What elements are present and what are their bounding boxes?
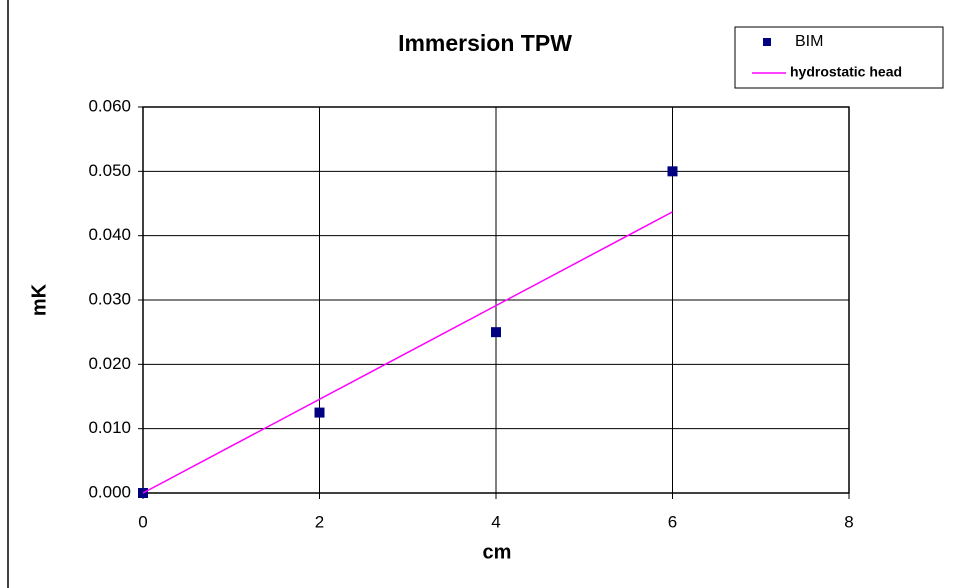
legend-marker <box>763 38 771 46</box>
legend-box <box>734 26 944 89</box>
data-point <box>491 327 501 338</box>
y-tick-label: 0.010 <box>88 418 131 437</box>
data-point <box>314 407 325 418</box>
legend-label: hydrostatic head <box>790 64 902 80</box>
y-tick-label: 0.000 <box>88 482 131 501</box>
data-point <box>667 166 678 177</box>
y-tick-label: 0.040 <box>88 225 131 244</box>
y-axis-label: mK <box>28 283 50 316</box>
y-tick-label: 0.050 <box>88 161 131 180</box>
y-tick-label: 0.020 <box>88 354 131 373</box>
x-tick-label: 6 <box>668 512 677 531</box>
chart-title: Immersion TPW <box>398 30 572 56</box>
x-tick-label: 4 <box>491 512 500 531</box>
x-tick-label: 0 <box>138 512 147 531</box>
y-tick-label: 0.030 <box>88 289 131 308</box>
y-tick-label: 0.060 <box>88 96 131 115</box>
plot-area <box>142 106 850 494</box>
x-tick-label: 8 <box>844 512 853 531</box>
x-tick-label: 2 <box>315 512 324 531</box>
legend-label: BIM <box>795 33 823 50</box>
x-axis-label: cm <box>483 541 512 563</box>
series-line <box>142 211 673 494</box>
